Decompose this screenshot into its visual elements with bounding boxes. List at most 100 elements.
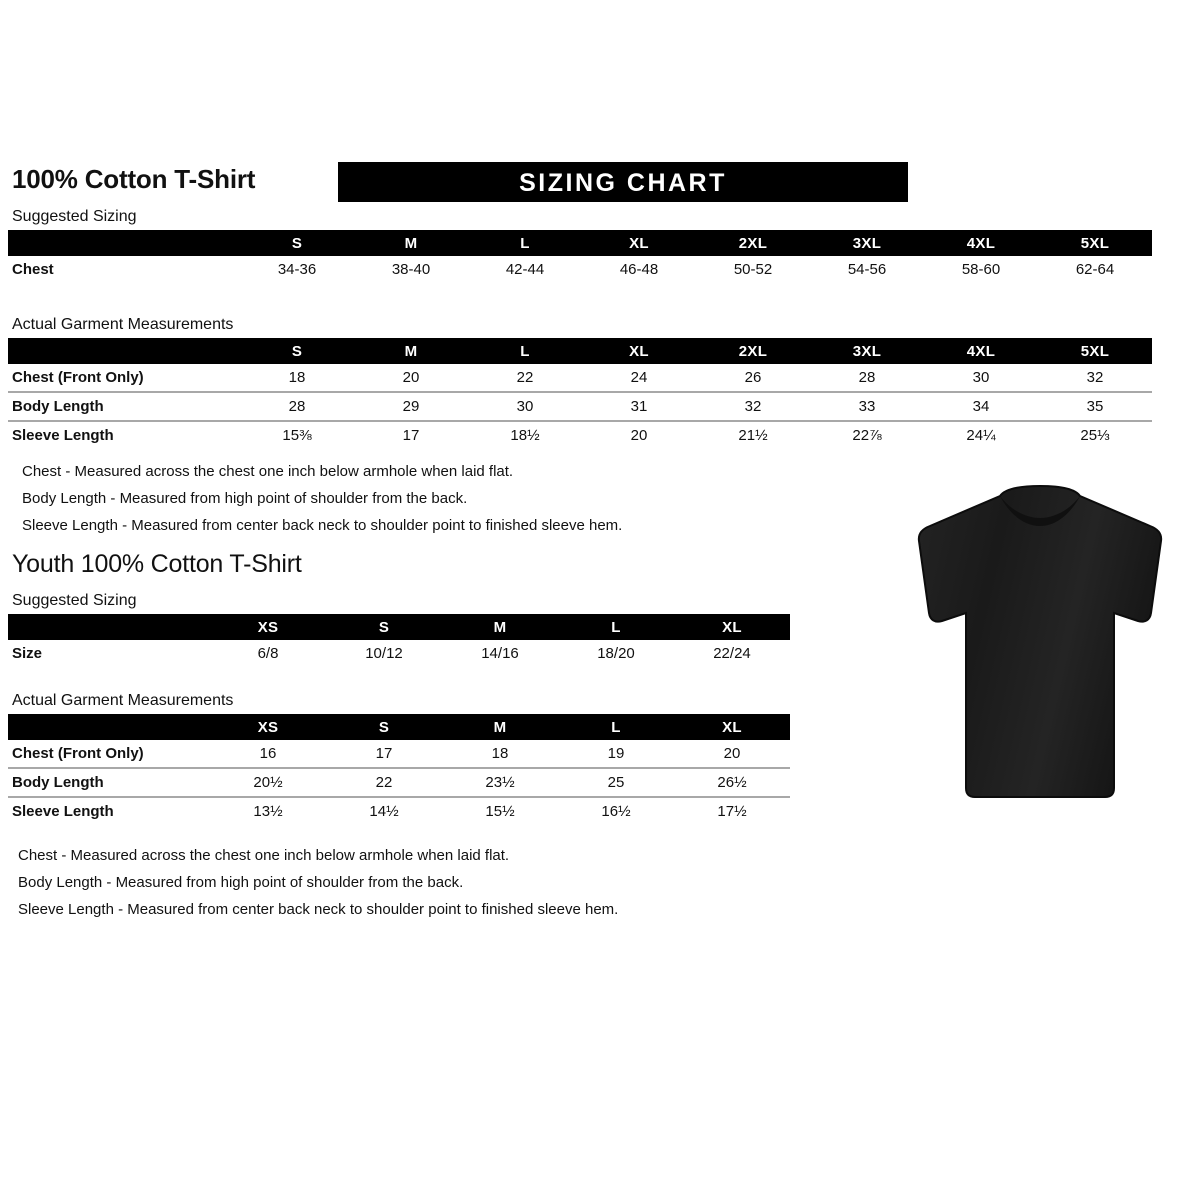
note-line: Sleeve Length - Measured from center bac… bbox=[22, 517, 623, 534]
table-cell: 17½ bbox=[674, 796, 790, 825]
sizing-chart-banner-label: SIZING CHART bbox=[519, 169, 727, 197]
column-header: 4XL bbox=[966, 342, 996, 360]
row-label: Chest (Front Only) bbox=[12, 369, 144, 386]
table-cell: 28 bbox=[858, 369, 876, 386]
table-header-row: S M L XL 2XL 3XL 4XL 5XL bbox=[8, 338, 1152, 364]
note-line: Chest - Measured across the chest one in… bbox=[18, 847, 510, 864]
table-cell: 22/24 bbox=[713, 645, 751, 662]
column-header bbox=[8, 338, 240, 364]
page-title: 100% Cotton T-Shirt bbox=[12, 164, 256, 194]
table-row: Sleeve Length 13½ 14½ 15½ 16½ 17½ bbox=[8, 796, 790, 825]
youth-section-title: Youth 100% Cotton T-Shirt bbox=[12, 550, 302, 578]
table-cell: 38-40 bbox=[391, 261, 431, 278]
column-header: S bbox=[291, 234, 303, 252]
table-cell: 18 bbox=[288, 369, 306, 386]
column-header: M bbox=[404, 342, 418, 360]
youth-suggested-tbody: XS S M L XL Size 6/8 10/12 14/16 18/20 22/24 bbox=[8, 614, 790, 667]
column-header: L bbox=[611, 718, 621, 736]
column-header: XL bbox=[629, 234, 649, 252]
youth-actual-table: XS S M L XL Chest (Front Only) 16 17 18 19 20 Body … bbox=[8, 714, 790, 825]
table-cell: 23½ bbox=[442, 767, 558, 797]
column-header: 2XL bbox=[738, 234, 768, 252]
table-cell: 24¼ bbox=[924, 420, 1038, 449]
row-label: Chest (Front Only) bbox=[12, 745, 144, 762]
column-header: XL bbox=[722, 718, 742, 736]
table-cell: 18½ bbox=[468, 420, 582, 449]
table-cell: 34 bbox=[924, 391, 1038, 421]
table-cell: 54-56 bbox=[847, 261, 887, 278]
table-cell: 24 bbox=[630, 369, 648, 386]
column-header: M bbox=[404, 234, 418, 252]
table-cell: 17 bbox=[375, 745, 393, 762]
note-line: Sleeve Length - Measured from center bac… bbox=[18, 901, 619, 918]
table-cell: 20 bbox=[723, 745, 741, 762]
table-cell: 6/8 bbox=[257, 645, 279, 662]
table-header-row: S M L XL 2XL 3XL 4XL 5XL bbox=[8, 230, 1152, 256]
youth-suggested-sizing-block: Suggested Sizing XS S M L XL Size 6/8 10/12 14/1… bbox=[8, 592, 790, 667]
column-header: 3XL bbox=[852, 234, 882, 252]
youth-measurement-notes: Chest - Measured across the chest one in… bbox=[18, 842, 798, 923]
column-header: M bbox=[493, 618, 507, 636]
row-label: Body Length bbox=[8, 391, 240, 421]
row-label: Body Length bbox=[8, 767, 210, 797]
table-cell: 32 bbox=[1086, 369, 1104, 386]
table-cell: 18/20 bbox=[597, 645, 635, 662]
column-header: XL bbox=[629, 342, 649, 360]
row-label: Chest bbox=[12, 261, 54, 278]
table-header-row: XS S M L XL bbox=[8, 714, 790, 740]
table-cell: 33 bbox=[810, 391, 924, 421]
table-row: Chest (Front Only) 18 20 22 24 26 28 30 32 bbox=[8, 364, 1152, 392]
adult-actual-table: S M L XL 2XL 3XL 4XL 5XL Chest (Front Only) 18 20 2… bbox=[8, 338, 1152, 449]
table-cell: 28 bbox=[240, 391, 354, 421]
table-header-row: XS S M L XL bbox=[8, 614, 790, 640]
table-cell: 14/16 bbox=[481, 645, 519, 662]
table-cell: 26 bbox=[744, 369, 762, 386]
table-cell: 18 bbox=[491, 745, 509, 762]
table-cell: 16 bbox=[259, 745, 277, 762]
table-cell: 35 bbox=[1038, 391, 1152, 421]
table-row: Chest 34-36 38-40 42-44 46-48 50-52 54-56 58-60… bbox=[8, 256, 1152, 283]
headline-row: 100% Cotton T-Shirt SIZING CHART bbox=[8, 162, 1192, 204]
table-cell: 30 bbox=[468, 391, 582, 421]
column-header: L bbox=[520, 234, 530, 252]
table-cell: 13½ bbox=[210, 796, 326, 825]
youth-suggested-table: XS S M L XL Size 6/8 10/12 14/16 18/20 22/24 bbox=[8, 614, 790, 667]
table-row: Body Length 28 29 30 31 32 33 34 35 bbox=[8, 391, 1152, 421]
column-header bbox=[8, 614, 210, 640]
table-cell: 25 bbox=[558, 767, 674, 797]
table-cell: 62-64 bbox=[1075, 261, 1115, 278]
column-header: L bbox=[611, 618, 621, 636]
sizing-chart-banner: SIZING CHART bbox=[338, 162, 908, 202]
youth-suggested-caption: Suggested Sizing bbox=[12, 592, 137, 609]
table-cell: 19 bbox=[607, 745, 625, 762]
table-cell: 21½ bbox=[696, 420, 810, 449]
column-header: 5XL bbox=[1080, 342, 1110, 360]
youth-actual-tbody: XS S M L XL Chest (Front Only) 16 17 18 19 20 Body … bbox=[8, 714, 790, 825]
table-cell: 31 bbox=[582, 391, 696, 421]
table-cell: 15½ bbox=[442, 796, 558, 825]
adult-actual-caption: Actual Garment Measurements bbox=[12, 316, 234, 333]
column-header: 2XL bbox=[738, 342, 768, 360]
adult-suggested-tbody: S M L XL 2XL 3XL 4XL 5XL Chest 34-36 38-40 42-44 46-… bbox=[8, 230, 1152, 283]
column-header: M bbox=[493, 718, 507, 736]
youth-section-title-wrap: Youth 100% Cotton T-Shirt bbox=[8, 550, 302, 579]
table-cell: 32 bbox=[696, 391, 810, 421]
column-header: 5XL bbox=[1080, 234, 1110, 252]
table-cell: 16½ bbox=[558, 796, 674, 825]
youth-actual-measurements-block: Actual Garment Measurements XS S M L XL Chest… bbox=[8, 692, 790, 825]
adult-suggested-table: S M L XL 2XL 3XL 4XL 5XL Chest 34-36 38-40 42-44 46-… bbox=[8, 230, 1152, 283]
note-line: Body Length - Measured from high point o… bbox=[18, 874, 464, 891]
youth-actual-caption: Actual Garment Measurements bbox=[12, 692, 234, 709]
column-header: XS bbox=[257, 718, 279, 736]
table-cell: 20½ bbox=[210, 767, 326, 797]
table-cell: 17 bbox=[354, 420, 468, 449]
adult-actual-tbody: S M L XL 2XL 3XL 4XL 5XL Chest (Front Only) 18 20 2… bbox=[8, 338, 1152, 449]
adult-suggested-caption: Suggested Sizing bbox=[12, 208, 137, 225]
column-header bbox=[8, 230, 240, 256]
column-header: XL bbox=[722, 618, 742, 636]
table-cell: 15⅜ bbox=[240, 420, 354, 449]
table-cell: 25⅓ bbox=[1038, 420, 1152, 449]
adult-actual-measurements-block: Actual Garment Measurements S M L XL 2XL 3XL 4… bbox=[8, 316, 1153, 449]
table-cell: 10/12 bbox=[365, 645, 403, 662]
